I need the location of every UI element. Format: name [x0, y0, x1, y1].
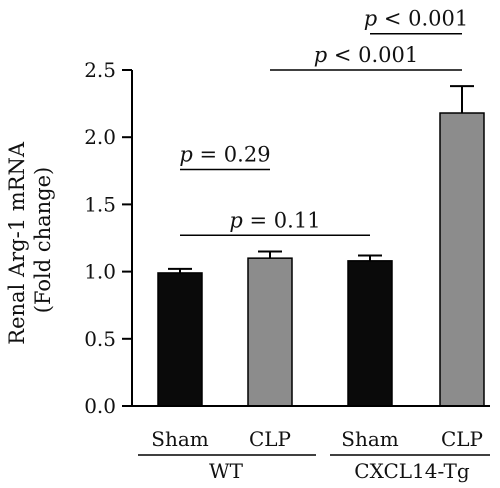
group-label: WT: [209, 459, 244, 483]
bar: [247, 257, 293, 407]
y-tick-label: 2.0: [84, 125, 116, 149]
bars: [157, 85, 485, 407]
p-value-label: p = 0.29: [179, 142, 270, 166]
group-label: CXCL14-Tg: [354, 459, 470, 483]
p-value-label: p < 0.001: [314, 43, 419, 67]
x-tick-label: Sham: [341, 427, 399, 451]
y-axis-label: Renal Arg-1 mRNA (Fold change): [5, 135, 55, 344]
y-tick-label: 0.0: [84, 394, 116, 418]
p-value-label: p = 0.11: [229, 208, 320, 232]
bar: [439, 112, 485, 407]
p-value-label: p < 0.001: [364, 7, 469, 31]
y-axis: 0.0 0.5 1.0 1.5 2.0 2.5: [84, 58, 133, 418]
bar: [157, 272, 203, 407]
y-tick-label: 2.5: [84, 58, 116, 82]
y-axis-label-line1: Renal Arg-1 mRNA: [5, 141, 29, 345]
significance-annotations: p = 0.29 p = 0.11 p < 0.001 p < 0.001: [179, 7, 469, 237]
bar: [347, 260, 393, 407]
x-tick-label: Sham: [151, 427, 209, 451]
y-axis-label-line2: (Fold change): [31, 167, 55, 314]
y-tick-label: 0.5: [84, 327, 116, 351]
x-tick-label: CLP: [249, 427, 291, 451]
x-tick-label: CLP: [441, 427, 483, 451]
y-tick-label: 1.5: [84, 192, 116, 216]
y-tick-label: 1.0: [84, 260, 116, 284]
